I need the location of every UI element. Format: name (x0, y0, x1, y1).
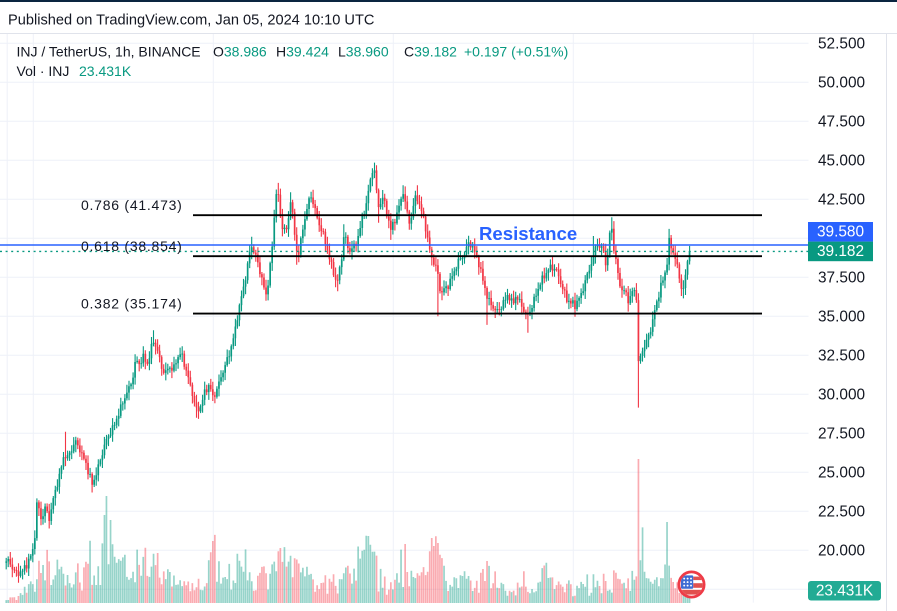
svg-text:22.500: 22.500 (818, 503, 865, 520)
svg-text:23.431K: 23.431K (816, 583, 874, 600)
svg-text:47.500: 47.500 (818, 113, 865, 130)
svg-text:37.500: 37.500 (818, 269, 865, 286)
svg-text:Resistance: Resistance (479, 223, 577, 244)
svg-text:39.182: 39.182 (817, 243, 864, 260)
svg-text:27.500: 27.500 (818, 425, 865, 442)
svg-text:0.382 (35.174): 0.382 (35.174) (81, 296, 183, 312)
svg-text:30.000: 30.000 (818, 386, 865, 403)
svg-text:Published on TradingView.com,: Published on TradingView.com, Jan 05, 20… (8, 13, 374, 29)
svg-text:42.500: 42.500 (818, 191, 865, 208)
svg-text:35.000: 35.000 (818, 308, 865, 325)
svg-text:45.000: 45.000 (818, 152, 865, 169)
svg-text:25.000: 25.000 (818, 464, 865, 481)
svg-text:0.786 (41.473): 0.786 (41.473) (81, 197, 183, 213)
svg-text:50.000: 50.000 (818, 74, 865, 91)
svg-text:39.580: 39.580 (817, 224, 864, 241)
svg-text:20.000: 20.000 (818, 542, 865, 559)
svg-text:0.618 (38.854): 0.618 (38.854) (81, 238, 183, 254)
svg-text:32.500: 32.500 (818, 347, 865, 364)
svg-text:52.500: 52.500 (818, 35, 865, 52)
